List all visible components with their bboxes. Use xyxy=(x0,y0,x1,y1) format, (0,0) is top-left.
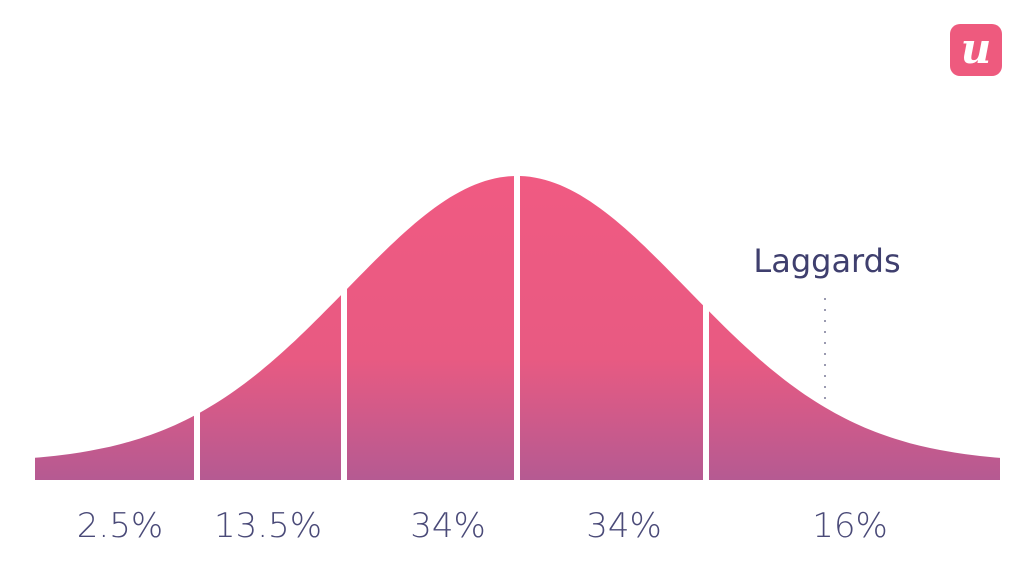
annotation: Laggards xyxy=(753,242,900,280)
segment-label: 2.5% xyxy=(77,506,163,546)
logo xyxy=(950,24,1002,76)
segment-divider xyxy=(341,150,347,490)
segment-label: 34% xyxy=(410,506,486,546)
segment-divider xyxy=(194,150,200,490)
segment-label: 16% xyxy=(812,506,888,546)
segment-label: 34% xyxy=(586,506,662,546)
logo-letter: u xyxy=(961,24,992,73)
segment-divider xyxy=(514,150,520,490)
segment-label: 13.5% xyxy=(214,506,322,546)
segment-divider xyxy=(703,150,709,490)
